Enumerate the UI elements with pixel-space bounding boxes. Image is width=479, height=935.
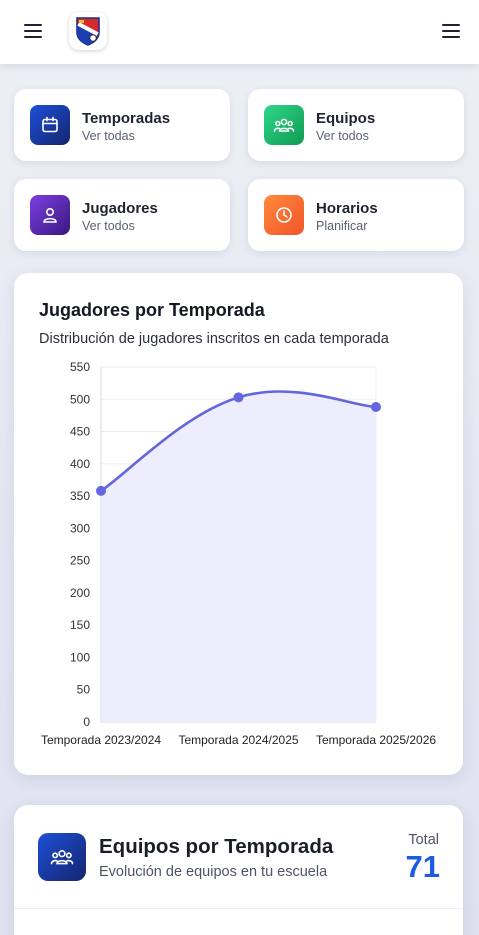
clock-icon xyxy=(264,195,304,235)
data-point xyxy=(96,485,106,496)
data-point xyxy=(371,402,381,413)
area-fill xyxy=(101,391,376,722)
tile-jugadores[interactable]: Jugadores Ver todos xyxy=(14,179,230,251)
line-chart: 0 50 100 150 200 250 300 350 400 450 500 550 Tempora… xyxy=(41,360,436,747)
chart-subtitle: Distribución de jugadores inscritos en c… xyxy=(39,331,389,347)
tile-subtitle: Planificar xyxy=(316,219,368,233)
y-tick-label: 400 xyxy=(70,457,90,471)
y-tick-label: 450 xyxy=(70,425,90,439)
x-tick-label: Temporada 2025/2026 xyxy=(316,733,436,747)
y-tick-label: 0 xyxy=(83,715,90,729)
tile-horarios[interactable]: Horarios Planificar xyxy=(248,179,464,251)
hamburger-icon[interactable] xyxy=(24,22,44,40)
equipos-card: Equipos por Temporada Evolución de equip… xyxy=(14,805,463,935)
y-tick-label: 200 xyxy=(70,586,90,600)
y-tick-label: 250 xyxy=(70,554,90,568)
tile-subtitle: Ver todas xyxy=(82,129,135,143)
hamburger-icon[interactable] xyxy=(442,22,462,40)
data-point xyxy=(233,392,244,403)
top-bar xyxy=(0,0,479,64)
users-group-icon xyxy=(38,833,86,881)
y-tick-label: 350 xyxy=(70,489,90,503)
tile-title: Jugadores xyxy=(82,200,158,217)
y-tick-label: 500 xyxy=(70,392,90,406)
chart-title: Jugadores por Temporada xyxy=(39,300,265,320)
tile-temporadas[interactable]: Temporadas Ver todas xyxy=(14,89,230,161)
divider xyxy=(14,908,463,909)
tile-title: Horarios xyxy=(316,200,378,217)
y-tick-label: 550 xyxy=(70,360,90,374)
y-tick-label: 50 xyxy=(77,683,91,697)
total-label: Total xyxy=(408,832,439,848)
x-tick-label: Temporada 2023/2024 xyxy=(41,733,161,747)
y-tick-label: 300 xyxy=(70,521,90,535)
tile-title: Temporadas xyxy=(82,110,171,127)
y-tick-label: 100 xyxy=(70,650,90,664)
chart-card: Jugadores por Temporada Distribución de … xyxy=(14,273,463,775)
tile-subtitle: Ver todos xyxy=(82,219,135,233)
total-value: 71 xyxy=(405,849,440,884)
x-tick-label: Temporada 2024/2025 xyxy=(178,733,298,747)
club-logo[interactable] xyxy=(69,12,107,50)
tile-subtitle: Ver todos xyxy=(316,129,369,143)
tile-title: Equipos xyxy=(316,110,376,127)
equipos-title: Equipos por Temporada xyxy=(99,835,334,858)
users-group-icon xyxy=(264,105,304,145)
y-tick-label: 150 xyxy=(70,618,90,632)
tile-equipos[interactable]: Equipos Ver todos xyxy=(248,89,464,161)
equipos-subtitle: Evolución de equipos en tu escuela xyxy=(99,864,328,880)
club-crest-icon xyxy=(76,17,100,46)
user-icon xyxy=(30,195,70,235)
calendar-icon xyxy=(30,105,70,145)
